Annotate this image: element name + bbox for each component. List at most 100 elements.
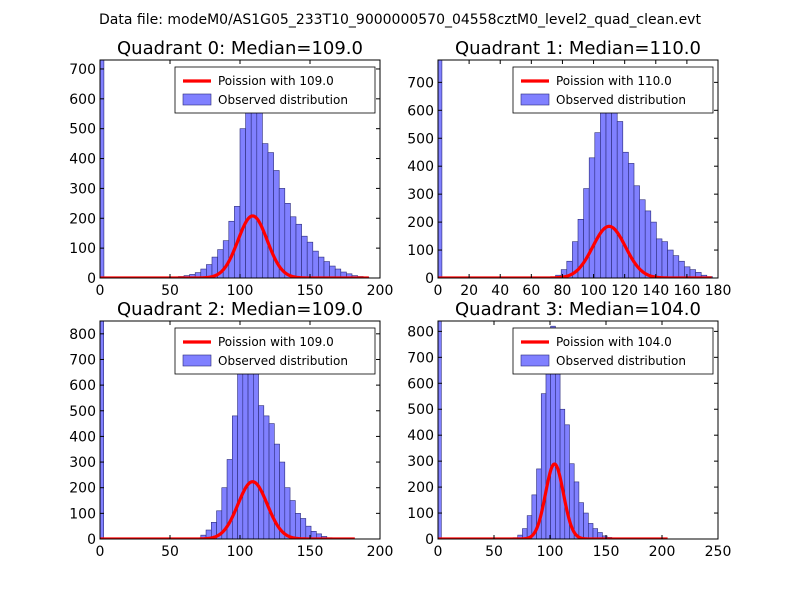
legend: Poission with 109.0 Observed distribution bbox=[174, 327, 376, 375]
x-tick-label: 100 bbox=[537, 544, 564, 560]
legend: Poission with 110.0 Observed distribution bbox=[512, 66, 714, 114]
histogram-bar-26 bbox=[323, 261, 330, 278]
y-tick-label: 400 bbox=[407, 428, 434, 444]
x-tick-label: 180 bbox=[705, 283, 732, 299]
axes-frame bbox=[437, 59, 719, 279]
y-tick-label: 700 bbox=[407, 350, 434, 366]
histogram-bar-22 bbox=[678, 260, 685, 278]
x-tick-label: 100 bbox=[227, 283, 254, 299]
histogram-bar-21 bbox=[672, 255, 680, 278]
x-tick-label: 200 bbox=[649, 544, 676, 560]
y-tick-label: 700 bbox=[407, 75, 434, 91]
y-tick-label: 600 bbox=[407, 103, 434, 119]
y-tick-label: 700 bbox=[69, 62, 96, 78]
plot-area bbox=[438, 321, 669, 539]
y-tick-label: 300 bbox=[69, 455, 96, 471]
x-tick-label: 60 bbox=[522, 283, 540, 299]
histogram-bar-20 bbox=[290, 216, 297, 278]
y-tick-label: 300 bbox=[69, 181, 96, 197]
histogram-bar-16 bbox=[267, 152, 274, 278]
poisson-curve bbox=[100, 214, 370, 278]
histogram-bar-20 bbox=[667, 249, 674, 278]
histogram-bar-27 bbox=[329, 265, 336, 278]
histogram-bar-6 bbox=[588, 157, 596, 278]
histogram-bar-24 bbox=[312, 250, 319, 278]
legend: Poission with 109.0 Observed distribution bbox=[174, 66, 376, 114]
y-tick-label: 600 bbox=[407, 376, 434, 392]
legend: Poission with 104.0 Observed distribution bbox=[512, 327, 714, 375]
y-tick-label: 600 bbox=[69, 378, 96, 394]
x-tick-label: 50 bbox=[485, 544, 503, 560]
histogram-bar-12 bbox=[622, 151, 629, 278]
y-tick-label: 800 bbox=[69, 327, 96, 343]
histogram-bar-6 bbox=[232, 415, 238, 539]
legend-bar-swatch bbox=[520, 354, 550, 367]
histogram-bar-19 bbox=[300, 518, 307, 539]
y-tick-label: 0 bbox=[425, 532, 434, 548]
y-tick-label: 0 bbox=[425, 271, 434, 287]
x-tick-label: 150 bbox=[297, 544, 324, 560]
x-tick-label: 140 bbox=[642, 283, 669, 299]
x-tick-label: 160 bbox=[674, 283, 701, 299]
histogram-bar-11 bbox=[239, 128, 246, 278]
x-tick-label: 0 bbox=[434, 283, 443, 299]
histogram-bar-5 bbox=[583, 188, 590, 278]
y-tick-label: 100 bbox=[407, 506, 434, 522]
histogram-bar-18 bbox=[656, 238, 663, 278]
legend-frame bbox=[174, 327, 376, 375]
y-tick-label: 400 bbox=[69, 429, 96, 445]
x-tick-label: 120 bbox=[611, 283, 638, 299]
histogram-bar-13 bbox=[250, 92, 258, 278]
x-tick-label: 100 bbox=[227, 544, 254, 560]
histogram-bar-15 bbox=[262, 143, 269, 278]
legend-frame bbox=[174, 66, 376, 114]
histogram-bar-8 bbox=[222, 240, 230, 278]
histogram-bar-19 bbox=[661, 241, 668, 278]
histogram-bar-16 bbox=[588, 523, 594, 539]
histogram-bar-9 bbox=[555, 346, 561, 539]
x-tick-label: 20 bbox=[460, 283, 478, 299]
x-tick-label: 150 bbox=[297, 283, 324, 299]
legend-bar-swatch bbox=[182, 93, 212, 106]
y-tick-label: 600 bbox=[69, 92, 96, 108]
x-tick-label: 200 bbox=[367, 283, 394, 299]
legend-bar-swatch bbox=[182, 354, 212, 367]
histogram-bar-15 bbox=[583, 512, 589, 539]
histogram-bar-12 bbox=[263, 415, 270, 539]
y-tick-label: 400 bbox=[69, 152, 96, 168]
histogram-bar-17 bbox=[289, 500, 296, 539]
subplot-quadrant-3: 0 50 100 150 200 250 0 100 200 300 400 500 600 700 800… bbox=[407, 299, 731, 560]
y-tick-label: 400 bbox=[407, 159, 434, 175]
y-tick-label: 700 bbox=[69, 352, 96, 368]
poisson-curve bbox=[438, 462, 669, 539]
y-tick-label: 0 bbox=[87, 271, 96, 287]
x-tick-label: 40 bbox=[491, 283, 509, 299]
y-tick-label: 500 bbox=[407, 402, 434, 418]
x-tick-label: 250 bbox=[705, 544, 732, 560]
histogram-edge-bar bbox=[438, 321, 442, 539]
histogram-bar-14 bbox=[578, 502, 584, 539]
legend-bar-label: Observed distribution bbox=[556, 354, 686, 368]
legend-bar-label: Observed distribution bbox=[218, 93, 348, 107]
x-tick-label: 100 bbox=[580, 283, 607, 299]
histogram-bar-21 bbox=[295, 223, 302, 278]
y-tick-label: 200 bbox=[69, 481, 96, 497]
legend-bar-label: Observed distribution bbox=[556, 93, 686, 107]
y-tick-label: 500 bbox=[69, 404, 96, 420]
legend-bar-swatch bbox=[520, 93, 550, 106]
x-tick-label: 50 bbox=[161, 283, 179, 299]
histogram-bar-11 bbox=[258, 405, 265, 539]
legend-curve-label: Poission with 109.0 bbox=[218, 335, 334, 349]
x-tick-label: 0 bbox=[434, 544, 443, 560]
histogram-bar-19 bbox=[284, 203, 291, 278]
y-tick-label: 100 bbox=[69, 241, 96, 257]
subplot-title: Quadrant 1: Median=110.0 bbox=[455, 38, 701, 59]
y-tick-label: 800 bbox=[407, 324, 434, 340]
legend-curve-label: Poission with 104.0 bbox=[556, 335, 672, 349]
legend-curve-label: Poission with 109.0 bbox=[218, 74, 334, 88]
histogram-edge-bar bbox=[438, 60, 443, 278]
y-tick-label: 200 bbox=[69, 211, 96, 227]
y-tick-label: 0 bbox=[87, 532, 96, 548]
subplot-quadrant-0: 0 50 100 150 200 0 100 200 300 400 500 600 700 Quadra… bbox=[69, 38, 393, 299]
subplot-title: Quadrant 0: Median=109.0 bbox=[117, 38, 363, 59]
